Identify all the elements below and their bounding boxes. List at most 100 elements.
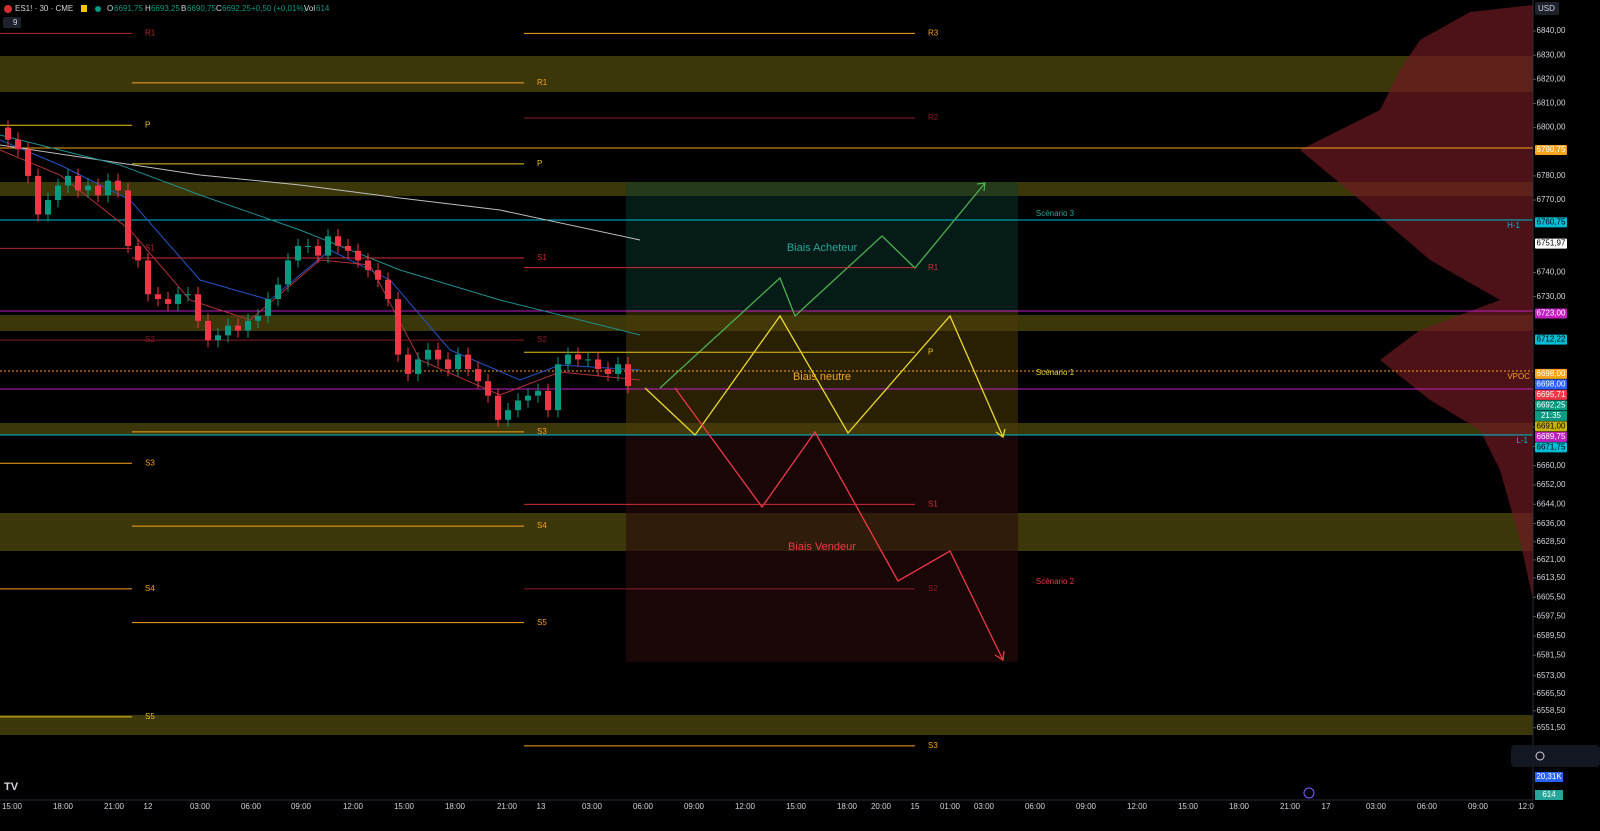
buy-box [626, 182, 1018, 310]
currency-button[interactable] [1535, 2, 1559, 15]
candle-body [285, 260, 291, 285]
x-tick-label: 15:00 [2, 802, 23, 811]
ohlc-label: B [181, 4, 186, 13]
ohlc-value: 6692,25 [222, 4, 251, 13]
candle-body [575, 354, 581, 360]
candle-body [595, 359, 601, 370]
candle-body [145, 260, 151, 295]
volume-tag-label: 614 [1542, 790, 1556, 799]
y-tick-label: 6810,00 [1537, 99, 1566, 108]
volume-tag [1535, 790, 1563, 800]
candle-body [465, 354, 471, 370]
candle-body [395, 299, 401, 355]
candle-body [385, 279, 391, 300]
x-tick-label: 18:00 [445, 802, 466, 811]
price-tag [1535, 379, 1567, 390]
candle-body [105, 180, 111, 196]
candle-body [265, 299, 271, 316]
y-tick-label: 6740,00 [1537, 268, 1566, 277]
x-tick-label: 18:00 [837, 802, 858, 811]
x-tick-label: 01:00 [940, 802, 961, 811]
y-tick-label: 6573,00 [1537, 671, 1566, 680]
candle-body [185, 294, 191, 296]
ma-line [0, 149, 641, 396]
annotation: Scénario 3 [1036, 209, 1075, 218]
price-tag-label: 6692,25 [1537, 401, 1566, 410]
x-tick-label: 09:00 [291, 802, 312, 811]
price-tag-label: 6695,71 [1537, 390, 1566, 399]
candle-body [415, 359, 421, 374]
candle-body [115, 180, 121, 191]
side-label: VPOC [1507, 372, 1530, 381]
volume-profile [1300, 5, 1533, 600]
symbol: ES1! · 30 · CME [15, 4, 73, 13]
candle-body [515, 400, 521, 411]
pivot-label: S5 [537, 618, 547, 627]
indicator-toggle[interactable] [3, 17, 21, 28]
candle-body [195, 294, 201, 321]
price-tag [1535, 144, 1567, 155]
price-tag [1535, 421, 1567, 432]
x-tick-label: 03:00 [582, 802, 603, 811]
go-realtime[interactable] [1303, 787, 1315, 799]
arrow-head [995, 428, 1006, 439]
annotation: Biais Acheteur [787, 242, 858, 254]
x-tick-label: 20:00 [871, 802, 892, 811]
candle-body [85, 185, 91, 191]
annotation: Scénario 2 [1036, 577, 1075, 586]
candle-body [505, 410, 511, 420]
candle-body [555, 364, 561, 411]
pivot-label: S1 [928, 499, 938, 508]
countdown-tag [1535, 410, 1567, 421]
pivot-label: S1 [537, 253, 547, 262]
pivot-label: R1 [537, 78, 548, 87]
ohlc-value: 6691,75 [114, 4, 143, 13]
candle-body [445, 359, 451, 370]
price-tag [1535, 400, 1567, 411]
currency[interactable]: USD [1538, 4, 1555, 13]
mic-icon[interactable] [1535, 751, 1545, 761]
y-tick-label: 6558,50 [1537, 706, 1566, 715]
price-tag-label: 6712,22 [1537, 335, 1566, 344]
y-tick-label: 6589,50 [1537, 631, 1566, 640]
pivot-label: S3 [145, 458, 155, 467]
x-tick-label: 15:00 [1178, 802, 1199, 811]
candle-body [55, 185, 61, 201]
candle-body [495, 395, 501, 420]
y-tick-label: 6621,00 [1537, 555, 1566, 564]
price-tag [1535, 238, 1567, 249]
ohlc-label: O [107, 4, 113, 13]
candle-body [355, 250, 361, 261]
candle-body [455, 354, 461, 370]
price-tag-label: 6790,75 [1537, 145, 1566, 154]
x-tick-label: 18:00 [1229, 802, 1250, 811]
x-tick-label: 09:00 [1076, 802, 1097, 811]
x-tick-label: 15:00 [394, 802, 415, 811]
price-tag [1535, 368, 1567, 379]
candle-body [95, 185, 101, 196]
candle-body [305, 245, 311, 247]
volume: 614 [316, 4, 330, 13]
scenario-path [644, 314, 1004, 438]
candle-body [245, 320, 251, 331]
indicator-count[interactable]: 9 [13, 18, 18, 27]
annotation: Biais Vendeur [788, 541, 856, 553]
toolbar: TV [4, 745, 1600, 799]
price-tag-label: 6691,00 [1537, 422, 1566, 431]
y-tick-label: 6652,00 [1537, 480, 1566, 489]
full-lines [0, 147, 1533, 436]
x-tick-label: 13 [537, 802, 546, 811]
flag-icon [81, 5, 87, 12]
voice-toolbar[interactable] [1511, 745, 1600, 767]
price-tag-label: 6671,75 [1537, 443, 1566, 452]
scenario-path [659, 182, 986, 389]
candle-body [535, 390, 541, 396]
pivot-label: P [145, 120, 150, 129]
header: ES1! · 30 · CME O 6691,75 H 6693,25 B 66… [3, 2, 1559, 28]
x-tick-label: 06:00 [633, 802, 654, 811]
neutral-box [626, 310, 1018, 435]
side-label: H-1 [1507, 221, 1520, 230]
x-tick-label: 03:00 [1366, 802, 1387, 811]
